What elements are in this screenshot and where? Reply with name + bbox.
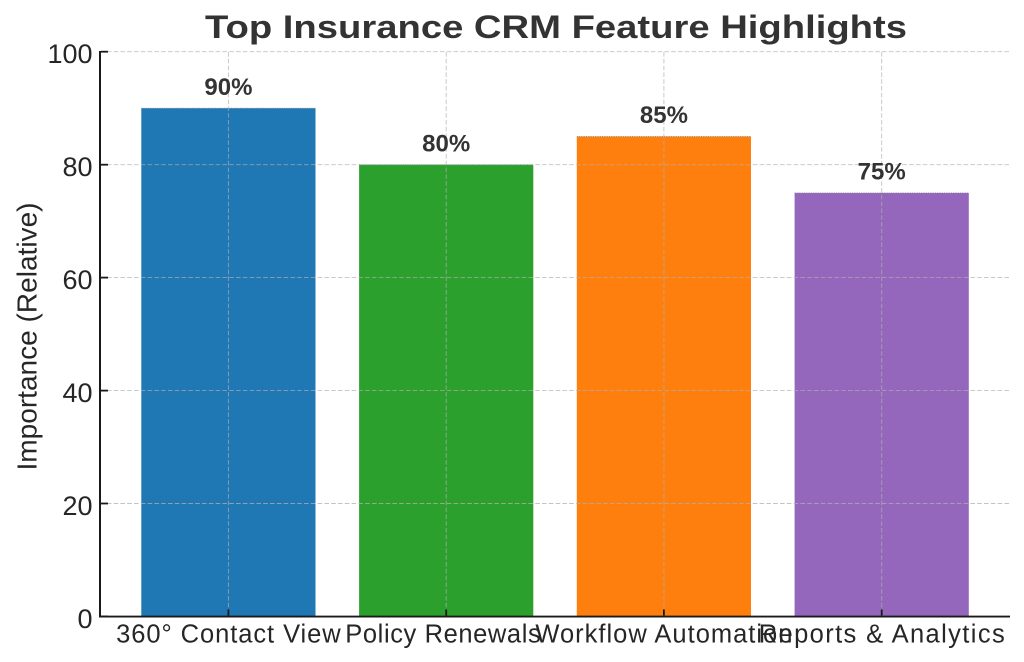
svg-text:Importance (Relative): Importance (Relative) — [12, 203, 43, 471]
svg-text:60: 60 — [62, 265, 92, 295]
svg-text:40: 40 — [62, 378, 92, 408]
svg-text:Policy Renewals: Policy Renewals — [345, 621, 540, 649]
svg-text:85%: 85% — [640, 102, 688, 129]
svg-text:80: 80 — [62, 152, 92, 182]
svg-text:Workflow Automation: Workflow Automation — [535, 621, 792, 649]
svg-text:90%: 90% — [204, 74, 252, 101]
svg-text:80%: 80% — [422, 130, 470, 157]
svg-text:75%: 75% — [858, 159, 906, 186]
svg-text:Top Insurance CRM Feature High: Top Insurance CRM Feature Highlights — [205, 9, 907, 45]
svg-text:Reports & Analytics: Reports & Analytics — [759, 621, 1005, 649]
svg-text:0: 0 — [77, 604, 92, 634]
svg-text:360° Contact View: 360° Contact View — [116, 621, 341, 649]
svg-text:100: 100 — [47, 39, 92, 69]
svg-text:20: 20 — [62, 491, 92, 521]
